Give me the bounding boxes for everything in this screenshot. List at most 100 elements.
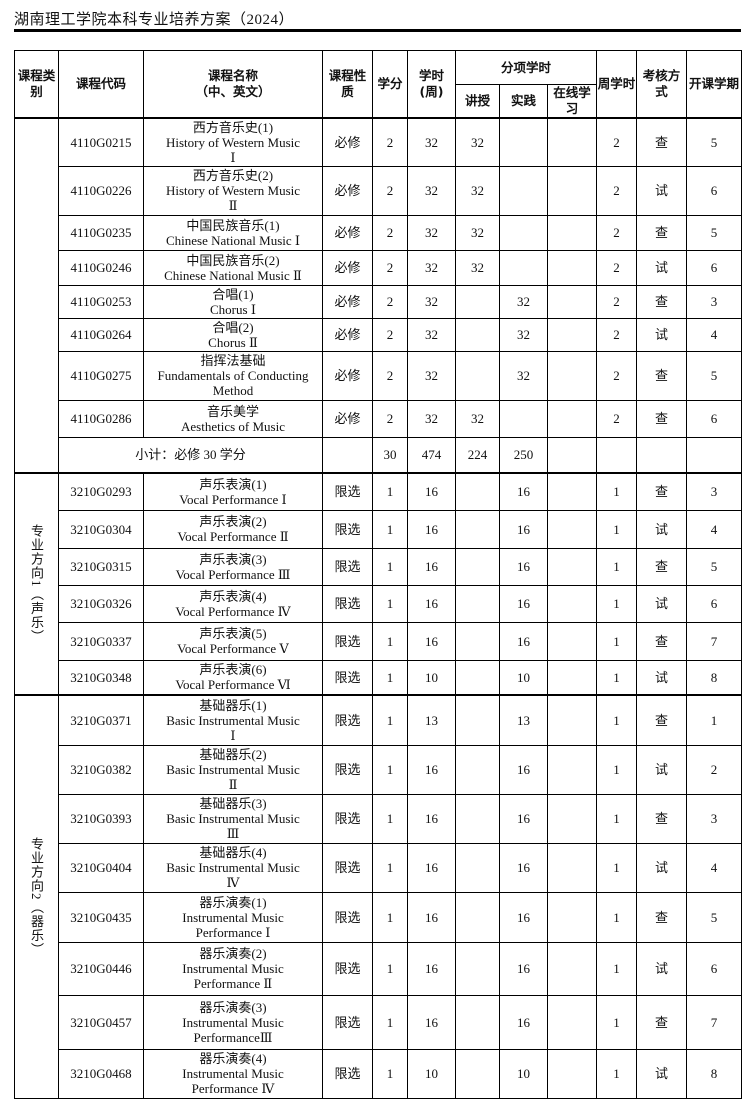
cell-nature: 限选: [322, 994, 373, 1050]
table-row: 4110G0215 西方音乐史(1) History of Western Musi…: [14, 117, 743, 474]
cell-practice: 16: [499, 744, 548, 795]
cell-exam: 查: [636, 472, 688, 511]
course-code: 3210G0371: [58, 694, 144, 746]
table-row: 4110G0275 指挥法基础 Fundamentals of Conducting…: [15, 350, 743, 401]
cell-nature: 必修: [322, 117, 373, 167]
cell-credits: 2: [372, 399, 408, 438]
cell-practice: 16: [499, 941, 548, 996]
cell-nature: 限选: [322, 509, 373, 549]
cell-weekly: 2: [596, 214, 638, 251]
document-header-title: 湖南理工学院本科专业培养方案（2024）: [14, 12, 295, 28]
cell-credits: 1: [372, 744, 408, 795]
cell-credits: 1: [372, 509, 408, 549]
subtotal-row: 小计：必修 30 学分 30 474 224 250: [15, 436, 743, 474]
table-row: 3210G0337 声乐表演(5) Vocal Performance Ⅴ 限选 1 16…: [15, 621, 743, 661]
cell-credits: 2: [372, 350, 408, 401]
cell-weekly: 1: [596, 891, 638, 943]
table-row: 4110G0246 中国民族音乐(2) Chinese National Music…: [15, 249, 743, 286]
cell-online: [546, 941, 598, 996]
cell-practice: 16: [499, 547, 548, 586]
course-code: 3210G0326: [58, 584, 144, 623]
col-lecture: 讲授: [455, 84, 500, 119]
cell-practice: 16: [499, 509, 548, 549]
cell-hours: 32: [407, 117, 456, 167]
cell-lecture: [455, 1048, 500, 1099]
cell-semester: 3: [686, 472, 743, 511]
cell-weekly: 1: [596, 941, 638, 996]
cell-lecture: [455, 793, 500, 844]
table-row: 4110G0253 合唱(1) Chorus Ⅰ 必修 2 32 32 2 查 3: [15, 284, 743, 319]
cell-nature: 必修: [322, 165, 373, 216]
course-name: 声乐表演(4) Vocal Performance Ⅳ: [143, 584, 323, 623]
cell-semester: 3: [686, 793, 743, 844]
table-row: 专业方向1（声乐） 3210G0293 声乐表演(1) Vocal Performan…: [14, 472, 743, 696]
cell-semester: 6: [686, 249, 743, 286]
cell-weekly: 1: [596, 1048, 638, 1099]
cell-exam: 试: [636, 744, 688, 795]
cell-weekly: 1: [596, 842, 638, 893]
cell-online: [546, 317, 598, 352]
cell-semester: 6: [686, 399, 743, 438]
cell-weekly: 1: [596, 621, 638, 661]
cell-practice: 16: [499, 472, 548, 511]
course-name: 音乐美学 Aesthetics of Music: [143, 399, 323, 438]
cell-exam: 查: [636, 350, 688, 401]
cell-online: [546, 214, 598, 251]
cell-lecture: [455, 694, 500, 746]
cell-semester: 7: [686, 994, 743, 1050]
cell-lecture: [455, 842, 500, 893]
course-name: 基础器乐(3) Basic Instrumental Music Ⅲ: [143, 793, 323, 844]
cell-semester: 8: [686, 659, 743, 696]
course-name: 合唱(1) Chorus Ⅰ: [143, 284, 323, 319]
col-weekly: 周学时: [596, 50, 638, 119]
cell-nature: 限选: [322, 941, 373, 996]
cell-weekly: 1: [596, 509, 638, 549]
cell-nature: 必修: [322, 249, 373, 286]
cell-exam: 试: [636, 584, 688, 623]
table-row: 3210G0382 基础器乐(2) Basic Instrumental Music…: [15, 744, 743, 795]
cell-nature: 限选: [322, 659, 373, 696]
cell-lecture: 32: [455, 399, 500, 438]
course-name: 中国民族音乐(2) Chinese National Music Ⅱ: [143, 249, 323, 286]
cell-hours: 10: [407, 1048, 456, 1099]
cell-credits: 1: [372, 584, 408, 623]
cell-exam: 查: [636, 547, 688, 586]
cell-practice: 13: [499, 694, 548, 746]
cell-hours: 32: [407, 214, 456, 251]
subtotal-lecture: 224: [455, 436, 500, 474]
cell-lecture: [455, 547, 500, 586]
cell-hours: 32: [407, 249, 456, 286]
cell-credits: 2: [372, 249, 408, 286]
course-code: 3210G0293: [58, 472, 144, 511]
cell-exam: 查: [636, 694, 688, 746]
cell-hours: 16: [407, 621, 456, 661]
table-row: 3210G0304 声乐表演(2) Vocal Performance Ⅱ 限选 1 16…: [15, 509, 743, 549]
cell-lecture: [455, 744, 500, 795]
cell-online: [546, 621, 598, 661]
col-category: 课程类别: [14, 50, 59, 119]
cell-online: [546, 547, 598, 586]
cell-lecture: [455, 317, 500, 352]
cell-nature: 限选: [322, 793, 373, 844]
course-code: 4110G0275: [58, 350, 144, 401]
cell-weekly: 2: [596, 284, 638, 319]
cell-exam: 查: [636, 399, 688, 438]
cell-lecture: 32: [455, 165, 500, 216]
course-name: 声乐表演(6) Vocal Performance Ⅵ: [143, 659, 323, 696]
cell-practice: [499, 117, 548, 167]
cell-semester: 5: [686, 214, 743, 251]
cell-credits: 1: [372, 547, 408, 586]
cell-semester: 8: [686, 1048, 743, 1099]
course-name: 合唱(2) Chorus Ⅱ: [143, 317, 323, 352]
cell-lecture: 32: [455, 249, 500, 286]
cell-online: [546, 117, 598, 167]
course-name: 声乐表演(1) Vocal Performance Ⅰ: [143, 472, 323, 511]
col-nature: 课程性质: [322, 50, 373, 119]
cell-semester: 6: [686, 584, 743, 623]
cell-credits: 2: [372, 214, 408, 251]
cell-practice: [499, 214, 548, 251]
cell-online: [546, 284, 598, 319]
table-row: 3210G0393 基础器乐(3) Basic Instrumental Music…: [15, 793, 743, 844]
cell-practice: 16: [499, 621, 548, 661]
cell-exam: 试: [636, 659, 688, 696]
